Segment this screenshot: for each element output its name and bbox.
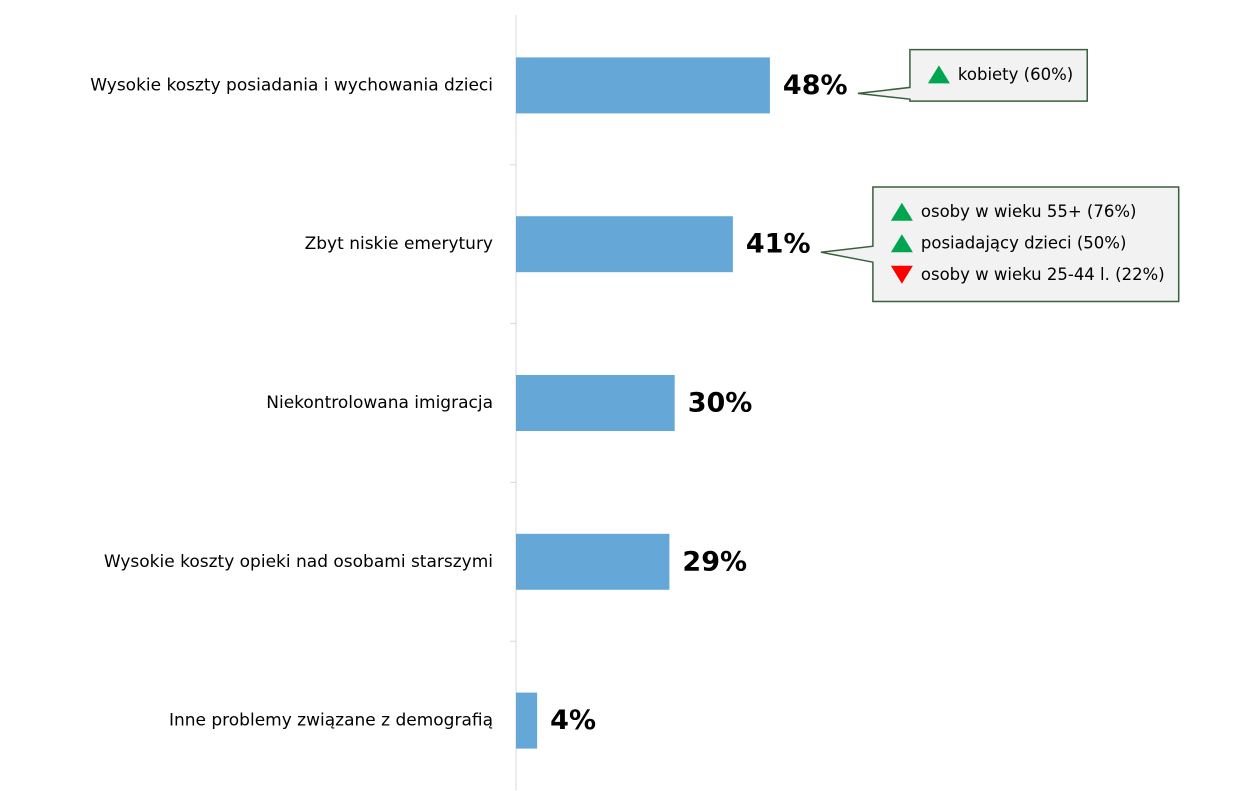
- category-label: Niekontrolowana imigracja: [266, 393, 493, 413]
- value-label: 48%: [783, 70, 848, 101]
- trend-down-icon: [890, 265, 913, 284]
- bar: [516, 375, 675, 431]
- callout-box: [857, 48, 1088, 102]
- category-label: Wysokie koszty opieki nad osobami starsz…: [104, 552, 493, 572]
- callout-text: osoby w wieku 55+ (76%): [921, 202, 1137, 221]
- bar: [516, 533, 670, 590]
- bar: [516, 216, 733, 273]
- category-label: Wysokie koszty posiadania i wychowania d…: [90, 75, 493, 95]
- value-label: 41%: [746, 229, 811, 260]
- bar: [516, 57, 770, 114]
- category-label: Zbyt niskie emerytury: [305, 234, 493, 254]
- trend-up-icon: [890, 234, 913, 253]
- callout-text: kobiety (60%): [958, 65, 1073, 84]
- trend-up-icon: [927, 65, 950, 84]
- callout: osoby w wieku 55+ (76%) posiadający dziec…: [820, 186, 1180, 303]
- callout-text: posiadający dzieci (50%): [921, 234, 1127, 253]
- value-label: 30%: [688, 388, 753, 419]
- callout-text: osoby w wieku 25-44 l. (22%): [921, 265, 1165, 284]
- bar: [516, 692, 538, 749]
- value-label: 4%: [550, 705, 596, 736]
- callout: kobiety (60%): [857, 48, 1088, 102]
- trend-up-icon: [890, 202, 913, 221]
- callout-box: [820, 186, 1180, 303]
- value-label: 29%: [682, 546, 747, 577]
- category-label: Inne problemy związane z demografią: [169, 711, 493, 731]
